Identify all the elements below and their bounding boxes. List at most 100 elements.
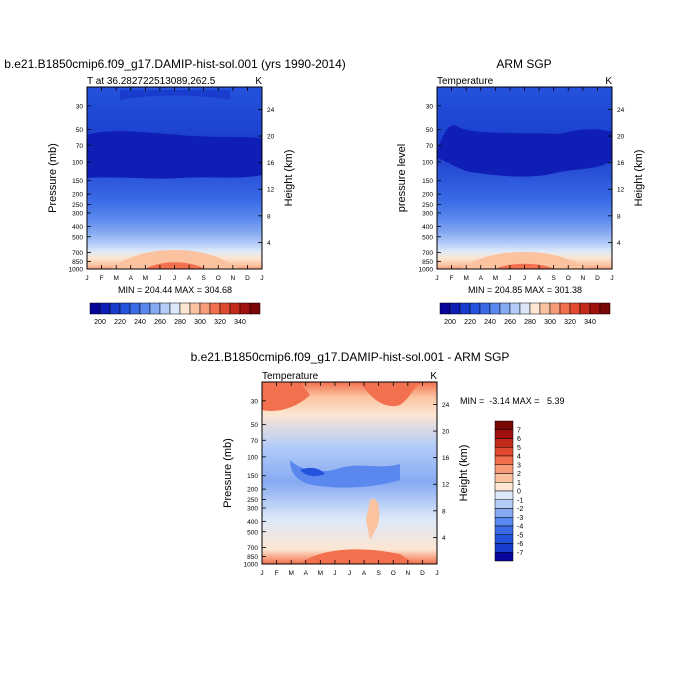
colorbar-label: 260	[504, 319, 516, 326]
panel-2-field	[437, 87, 612, 269]
y-tick-label: 50	[76, 127, 84, 134]
colorbar-label: 7	[517, 427, 521, 434]
panel-1-stats: MIN = 204.44 MAX = 304.68	[118, 285, 232, 295]
x-tick-label: D	[420, 570, 425, 577]
panel-2-subtitle-right: K	[605, 76, 612, 87]
y-tick-label: 400	[72, 224, 83, 231]
y-tick-label: 700	[422, 250, 433, 257]
colorbar-swatch	[219, 302, 231, 315]
panel-1-colorbar: 200 220 240 260 280 300 320 340	[89, 302, 261, 326]
right-tick-label: 8	[267, 213, 271, 220]
colorbar-swatch	[494, 508, 514, 518]
colorbar-label: -6	[517, 541, 523, 548]
colorbar-label: 4	[517, 454, 521, 461]
x-tick-label: J	[260, 275, 263, 282]
x-tick-label: J	[158, 275, 161, 282]
panel-1-upper-contour	[120, 90, 230, 100]
y-tick-label: 150	[247, 473, 258, 480]
colorbar-swatch	[494, 429, 514, 439]
panel-2-title: ARM SGP	[496, 57, 551, 71]
y-tick-label: 200	[422, 192, 433, 199]
panel-2-ylabel-right: Height (km)	[633, 150, 645, 207]
x-tick-label: J	[523, 275, 526, 282]
colorbar-label: 0	[517, 489, 521, 496]
colorbar-label: 280	[524, 319, 536, 326]
panel-1-subtitle-left: T at 36.282722513089,262.5	[87, 76, 216, 87]
panel-2-subtitle-left: Temperature	[437, 76, 494, 87]
x-tick-label: A	[362, 570, 367, 577]
x-tick-label: J	[333, 570, 336, 577]
colorbar-label: 260	[154, 319, 166, 326]
right-tick-label: 4	[267, 240, 271, 247]
colorbar-swatch	[494, 499, 514, 509]
panel-3-warm-column	[366, 498, 380, 540]
y-tick-label: 30	[251, 398, 259, 405]
y-tick-label: 300	[247, 505, 258, 512]
x-tick-label: D	[595, 275, 600, 282]
colorbar-swatch	[494, 482, 514, 492]
colorbar-label: -5	[517, 532, 523, 539]
colorbar-swatch	[599, 302, 611, 315]
panel-1-ylabel: Pressure (mb)	[47, 143, 59, 213]
y-tick-label: 300	[422, 210, 433, 217]
colorbar-swatch	[509, 302, 521, 315]
right-tick-label: 8	[617, 213, 621, 220]
colorbar-label: 3	[517, 462, 521, 469]
colorbar-label: 2	[517, 471, 521, 478]
colorbar-label: 240	[134, 319, 146, 326]
x-tick-label: J	[85, 275, 88, 282]
x-tick-label: O	[566, 275, 571, 282]
panel-2-cold-core	[437, 125, 612, 177]
colorbar-label: 6	[517, 436, 521, 443]
panel-3-stats: MIN = -3.14 MAX = 5.39	[460, 396, 565, 406]
colorbar-swatch	[199, 302, 211, 315]
y-tick-label: 700	[72, 250, 83, 257]
right-tick-label: 4	[442, 535, 446, 542]
y-tick-label: 250	[422, 202, 433, 209]
y-tick-label: 100	[247, 454, 258, 461]
colorbar-swatch	[229, 302, 241, 315]
x-tick-label: J	[348, 570, 351, 577]
y-tick-label: 850	[72, 259, 83, 266]
y-tick-label: 50	[251, 422, 259, 429]
colorbar-swatch	[119, 302, 131, 315]
y-tick-label: 100	[422, 159, 433, 166]
colorbar-label: -3	[517, 515, 523, 522]
x-tick-label: A	[479, 275, 484, 282]
x-tick-label: M	[463, 275, 468, 282]
panel-obs: ARM SGP Temperature K 30 50 70 100 150 200 250…	[396, 57, 645, 326]
x-tick-label: O	[391, 570, 396, 577]
y-tick-label: 150	[72, 178, 83, 185]
x-tick-label: S	[201, 275, 206, 282]
colorbar-label: 340	[584, 319, 596, 326]
colorbar-label: 200	[94, 319, 106, 326]
colorbar-swatch	[494, 552, 514, 562]
y-tick-label: 70	[76, 143, 84, 150]
x-tick-label: M	[318, 570, 323, 577]
panel-1-title: b.e21.B1850cmip6.f09_g17.DAMIP-hist-sol.…	[4, 57, 346, 71]
colorbar-label: 300	[194, 319, 206, 326]
y-tick-label: 850	[247, 554, 258, 561]
colorbar-swatch	[539, 302, 551, 315]
y-tick-label: 150	[422, 178, 433, 185]
colorbar-swatch	[494, 473, 514, 483]
colorbar-label: 320	[214, 319, 226, 326]
x-tick-label: J	[173, 275, 176, 282]
colorbar-label: -2	[517, 506, 523, 513]
y-tick-label: 250	[247, 497, 258, 504]
panel-1-ylabel-right: Height (km)	[283, 150, 295, 207]
panel-3-warm-top-left	[262, 382, 310, 411]
y-tick-label: 50	[426, 127, 434, 134]
y-tick-label: 500	[247, 529, 258, 536]
colorbar-swatch	[494, 525, 514, 535]
colorbar-swatch	[559, 302, 571, 315]
colorbar-swatch	[494, 464, 514, 474]
colorbar-swatch	[579, 302, 591, 315]
y-tick-label: 200	[72, 192, 83, 199]
panel-3-warm-top-mid	[360, 382, 420, 407]
colorbar-swatch	[589, 302, 601, 315]
panel-2-colorbar: 200 220 240 260 280 300 320 340	[439, 302, 611, 326]
